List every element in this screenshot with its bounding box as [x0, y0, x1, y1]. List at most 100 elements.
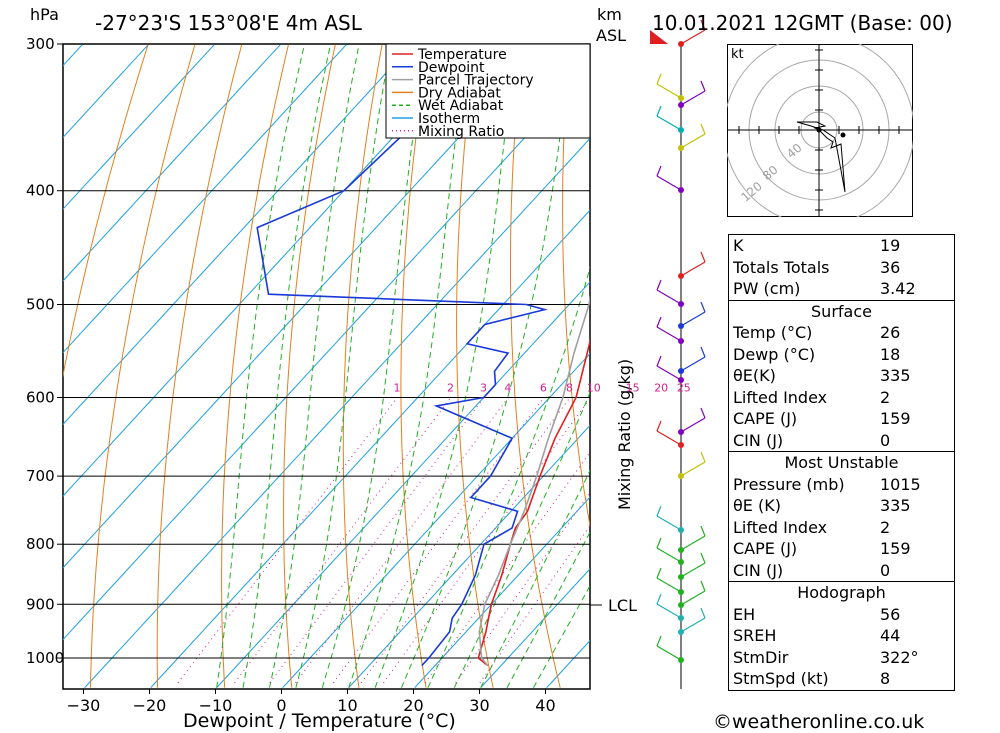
x-tick-label: 10 — [337, 696, 357, 715]
hodo-row-stmspd: StmSpd (kt) 8 — [729, 668, 955, 690]
isotherm-line — [63, 65, 590, 641]
isotherm-line — [63, 44, 216, 210]
surface-row-temp: Temp (°C) 26 — [729, 322, 955, 344]
wet-adiabat-line — [321, 44, 428, 688]
surface-row-dewp: Dewp (°C) 18 — [729, 344, 955, 366]
wind-pennant-top — [650, 30, 668, 44]
dry-adiabat-line — [342, 44, 383, 688]
mixing-ratio-label: 3 — [480, 381, 487, 394]
index-value: 0 — [880, 430, 891, 450]
index-value: 0 — [880, 560, 891, 580]
stability-indices-table: K 19 Totals Totals 36 PW (cm) 3.42 Surface … — [728, 234, 955, 691]
isotherm-line — [84, 137, 590, 689]
wind-barb-flag — [656, 635, 662, 647]
wind-barb-flag — [700, 580, 706, 592]
wind-barb-flag — [656, 73, 662, 85]
wind-barb-flag — [656, 105, 662, 117]
index-value: 2 — [880, 387, 891, 407]
x-tick-label: 40 — [535, 696, 555, 715]
surface-row-thetae: θE(K) 335 — [729, 365, 955, 387]
wind-barb-flag — [700, 525, 706, 537]
wind-barb-flag — [656, 505, 662, 517]
hodo-header: Hodograph — [728, 581, 955, 604]
mixing-ratio-line — [455, 492, 590, 684]
wind-barb — [680, 461, 706, 477]
legend-label: Dewpoint — [418, 60, 485, 76]
pressure-tick-label: 500 — [26, 296, 55, 314]
hodograph-trace — [796, 121, 846, 193]
wind-barb — [680, 356, 706, 372]
copyright-label: ©weatheronline.co.uk — [713, 711, 924, 733]
dry-adiabat-line — [221, 44, 290, 688]
pressure-tick-label: 700 — [26, 467, 55, 485]
mixing-ratio-label: 15 — [626, 381, 640, 394]
isotherm-line — [282, 352, 590, 689]
dry-adiabat-line — [283, 44, 336, 688]
index-label: SREH — [733, 626, 777, 646]
isotherm-line — [480, 568, 590, 689]
x-tick-label: −20 — [133, 696, 167, 715]
index-label: CIN (J) — [733, 430, 784, 450]
index-label: Temp (°C) — [733, 323, 813, 343]
dry-adiabat-line — [90, 44, 196, 688]
wind-barb — [680, 29, 706, 45]
axes: −30 −20 −10 0 10 20 30 40 — [57, 43, 556, 715]
index-label: θE(K) — [733, 366, 776, 386]
dry-adiabat-line — [613, 27, 694, 688]
index-value: 335 — [880, 496, 911, 516]
pressure-tick-label: 900 — [26, 595, 55, 613]
datetime-label: 10.01.2021 12GMT (Base: 00) — [652, 11, 953, 35]
wind-barb — [656, 547, 682, 563]
dry-adiabat-line — [156, 44, 243, 688]
wind-barb-flag — [656, 165, 662, 177]
wind-barb — [656, 326, 682, 342]
legend-label: Temperature — [417, 47, 507, 63]
index-label: Lifted Index — [733, 517, 828, 537]
plot-frame — [62, 43, 591, 690]
legend-label: Mixing Ratio — [418, 124, 504, 140]
wet-adiabat-line — [506, 531, 590, 688]
pressure-tick-label: 800 — [26, 535, 55, 553]
wind-barb-flag — [656, 537, 662, 549]
wind-barb-flag — [656, 279, 662, 291]
wet-adiabat-line — [480, 469, 590, 688]
height-unit-km: km — [597, 5, 622, 24]
index-label: Totals Totals — [733, 257, 830, 277]
dry-adiabat-line — [562, 44, 590, 529]
wind-barb-flag — [656, 420, 662, 432]
mixing-ratio-line — [479, 524, 590, 684]
x-tick-label: −30 — [67, 696, 101, 715]
x-tick-label: 20 — [403, 696, 423, 715]
section-title: Most Unstable — [728, 451, 955, 474]
legend-box — [385, 43, 591, 139]
background-lines — [63, 27, 1000, 689]
wet-adiabat-line — [401, 44, 573, 688]
wind-barb-flag — [656, 355, 662, 367]
mu-header: Most Unstable — [728, 451, 955, 474]
wind-barb — [680, 133, 706, 149]
surface-row-cin: CIN (J) 0 — [729, 430, 955, 452]
wet-adiabat-line — [427, 265, 590, 688]
isotherm-line — [63, 44, 546, 569]
wet-adiabat-line — [374, 44, 517, 688]
index-value: 335 — [880, 366, 911, 386]
wet-adiabat-line — [242, 44, 332, 688]
surface-header: Surface — [728, 299, 955, 322]
dry-adiabat-line — [510, 44, 561, 688]
mu-row-cin: CIN (J) 0 — [729, 560, 955, 582]
wind-barb — [680, 90, 706, 106]
index-value: 56 — [880, 604, 901, 624]
wind-barb — [656, 515, 682, 531]
mixing-ratio-label: 8 — [566, 381, 573, 394]
dry-adiabat-line — [63, 44, 149, 378]
legend-label: Parcel Trajectory — [418, 73, 534, 89]
index-value: 3.42 — [880, 279, 916, 299]
wind-barb-flag — [700, 123, 706, 135]
index-value: 19 — [880, 236, 901, 256]
index-label: Pressure (mb) — [733, 474, 845, 494]
wind-barb — [680, 562, 706, 578]
surface-row-li: Lifted Index 2 — [729, 387, 955, 409]
legend-label: Isotherm — [418, 111, 480, 127]
dry-adiabat-line — [988, 27, 1000, 688]
